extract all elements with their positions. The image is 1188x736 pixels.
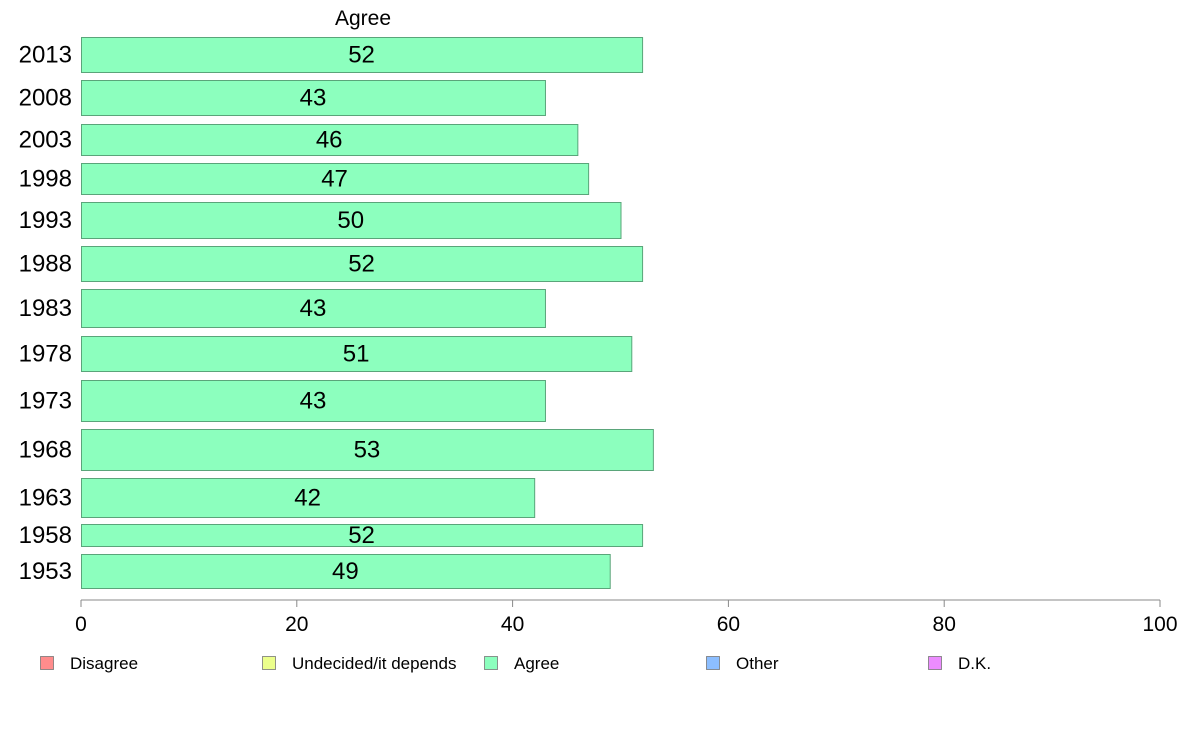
x-axis: 0 20 40 60 80 100 bbox=[75, 599, 1178, 636]
data-label-1953: 49 bbox=[332, 558, 359, 585]
legend-swatch-undecided-it-depends bbox=[262, 656, 276, 670]
y-tick-label-1963: 1963 bbox=[19, 485, 72, 512]
data-label-1963: 42 bbox=[294, 485, 321, 512]
data-label-1998: 47 bbox=[321, 166, 348, 193]
legend-label-undecided-it-depends: Undecided/it depends bbox=[292, 654, 456, 673]
data-label-1968: 53 bbox=[354, 437, 381, 464]
legend: Disagree Undecided/it depends Agree Other D.… bbox=[40, 654, 991, 673]
bar-1963 bbox=[81, 478, 536, 518]
y-tick-label-1973: 1973 bbox=[19, 388, 72, 415]
y-tick-label-1998: 1998 bbox=[19, 166, 72, 193]
x-tick-label-60: 60 bbox=[717, 613, 740, 636]
legend-swatch-agree bbox=[484, 656, 498, 670]
data-label-2003: 46 bbox=[316, 127, 343, 154]
y-tick-label-1993: 1993 bbox=[19, 207, 72, 234]
bar-2008 bbox=[81, 80, 546, 116]
bar-1983 bbox=[81, 289, 546, 328]
bar-1973 bbox=[81, 380, 546, 422]
data-label-2013: 52 bbox=[348, 42, 375, 69]
bar-1953 bbox=[81, 554, 611, 589]
legend-label-agree: Agree bbox=[514, 654, 559, 673]
data-label-1993: 50 bbox=[337, 207, 364, 234]
bars-group: 2013 52 2008 43 2003 46 1998 47 1993 50 1988 52 1983… bbox=[19, 37, 654, 589]
legend-label-d-k-: D.K. bbox=[958, 654, 991, 673]
bar-1993 bbox=[81, 202, 622, 239]
y-tick-label-1988: 1988 bbox=[19, 251, 72, 278]
y-tick-label-2013: 2013 bbox=[19, 42, 72, 69]
bar-1968 bbox=[81, 429, 654, 471]
legend-label-disagree: Disagree bbox=[70, 654, 138, 673]
bar-2013 bbox=[81, 37, 644, 73]
bar-1958 bbox=[81, 524, 644, 547]
bar-2003 bbox=[81, 124, 579, 156]
bar-1978 bbox=[81, 336, 633, 372]
y-tick-label-1983: 1983 bbox=[19, 295, 72, 322]
x-tick-label-20: 20 bbox=[285, 613, 308, 636]
data-label-1983: 43 bbox=[300, 295, 327, 322]
y-tick-label-1958: 1958 bbox=[19, 522, 72, 549]
bar-1988 bbox=[81, 246, 644, 282]
bar-1998 bbox=[81, 163, 590, 195]
y-tick-label-2008: 2008 bbox=[19, 85, 72, 112]
y-tick-label-1978: 1978 bbox=[19, 341, 72, 368]
data-label-1988: 52 bbox=[348, 251, 375, 278]
x-tick-label-0: 0 bbox=[75, 613, 87, 636]
x-tick-label-40: 40 bbox=[501, 613, 524, 636]
legend-swatch-disagree bbox=[40, 656, 54, 670]
y-tick-label-2003: 2003 bbox=[19, 127, 72, 154]
x-tick-label-80: 80 bbox=[933, 613, 956, 636]
data-label-1973: 43 bbox=[300, 388, 327, 415]
data-label-1978: 51 bbox=[343, 341, 370, 368]
chart-title: Agree bbox=[335, 7, 391, 30]
data-label-1958: 52 bbox=[348, 522, 375, 549]
data-label-2008: 43 bbox=[300, 85, 327, 112]
y-tick-label-1968: 1968 bbox=[19, 437, 72, 464]
legend-label-other: Other bbox=[736, 654, 779, 673]
legend-swatch-other bbox=[706, 656, 720, 670]
legend-swatch-d-k- bbox=[928, 656, 942, 670]
x-tick-label-100: 100 bbox=[1142, 613, 1177, 636]
y-tick-label-1953: 1953 bbox=[19, 558, 72, 585]
